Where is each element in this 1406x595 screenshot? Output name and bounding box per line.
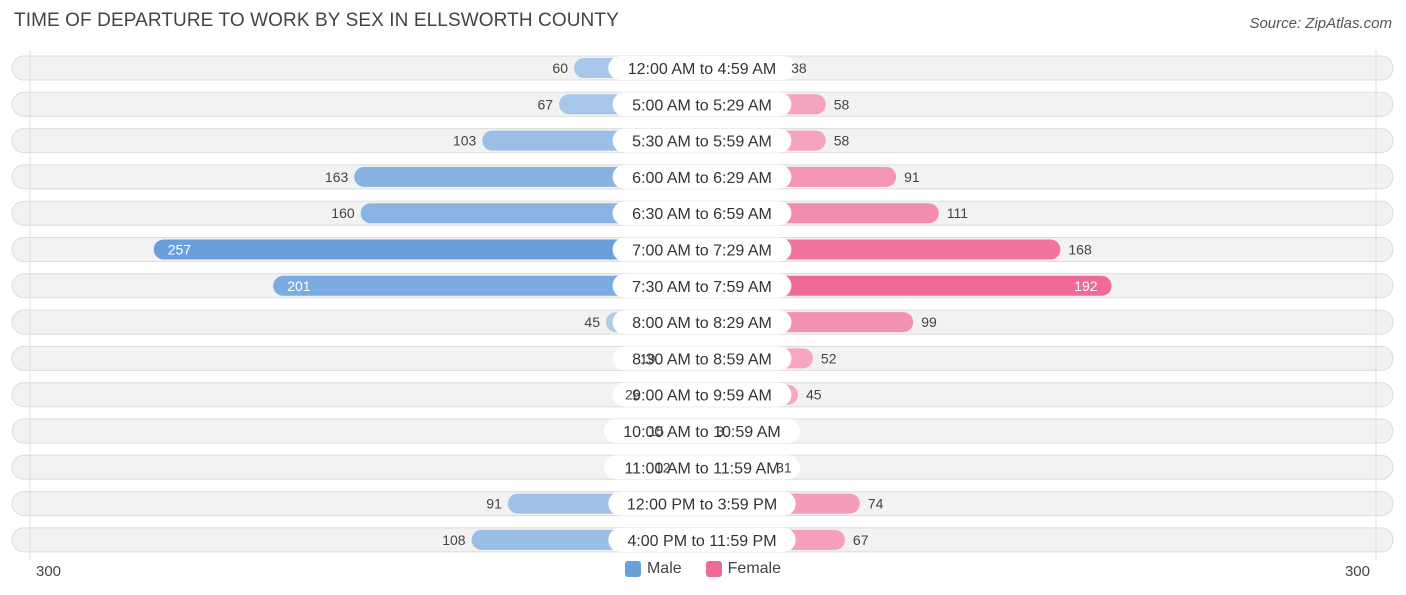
male-value-label: 60 bbox=[552, 60, 568, 76]
category-label-bg bbox=[608, 527, 796, 552]
female-swatch-icon bbox=[705, 561, 722, 577]
legend: Male Female bbox=[0, 560, 1406, 578]
female-value-label: 3 bbox=[716, 423, 724, 439]
category-label-bg bbox=[612, 310, 792, 335]
female-value-label: 168 bbox=[1068, 242, 1092, 258]
legend-item-male: Male bbox=[624, 560, 682, 578]
category-label: 7:00 AM to 7:29 AM bbox=[632, 243, 772, 260]
male-value-label: 19 bbox=[640, 350, 656, 366]
male-value-label: 108 bbox=[442, 532, 466, 548]
axis-right-label: 300 bbox=[1344, 563, 1370, 580]
chart-source: Source: ZipAtlas.com bbox=[1249, 15, 1392, 32]
male-value-label: 15 bbox=[648, 423, 664, 439]
category-label: 5:00 AM to 5:29 AM bbox=[632, 97, 772, 114]
male-value-label: 67 bbox=[537, 96, 553, 112]
category-label-bg bbox=[608, 56, 796, 80]
category-label-bg bbox=[612, 273, 792, 298]
female-value-label: 99 bbox=[921, 314, 937, 330]
category-label-bg bbox=[604, 419, 800, 443]
category-label: 9:00 AM to 9:59 AM bbox=[632, 388, 772, 405]
female-value-label: 67 bbox=[853, 532, 869, 548]
male-value-label: 257 bbox=[168, 242, 192, 258]
category-label: 6:00 AM to 6:29 AM bbox=[632, 170, 772, 187]
bar-chart: 12:00 AM to 4:59 AM 60 38 5:00 AM to 5:29 A… bbox=[11, 50, 1394, 560]
female-value-label: 31 bbox=[776, 459, 792, 475]
category-label: 7:30 AM to 7:59 AM bbox=[632, 279, 772, 296]
category-label-bg bbox=[612, 128, 792, 153]
female-value-label: 38 bbox=[791, 60, 807, 76]
category-label: 12:00 PM to 3:59 PM bbox=[627, 497, 777, 514]
category-label: 11:00 AM to 11:59 AM bbox=[624, 460, 779, 477]
category-label: 12:00 AM to 4:59 AM bbox=[628, 61, 777, 78]
category-label: 6:30 AM to 6:59 AM bbox=[632, 206, 772, 223]
male-value-label: 26 bbox=[625, 387, 641, 403]
category-label-bg bbox=[612, 201, 792, 226]
male-value-label: 45 bbox=[584, 314, 600, 330]
female-value-label: 192 bbox=[1074, 278, 1098, 294]
category-label-bg bbox=[612, 164, 792, 189]
male-value-label: 91 bbox=[486, 496, 502, 512]
male-value-label: 12 bbox=[655, 459, 671, 475]
female-value-label: 58 bbox=[834, 96, 850, 112]
male-swatch-icon bbox=[624, 561, 641, 577]
category-label-bg bbox=[612, 346, 792, 371]
category-label-bg bbox=[612, 382, 792, 407]
chart-title: TIME OF DEPARTURE TO WORK BY SEX IN ELLS… bbox=[14, 10, 619, 31]
female-value-label: 52 bbox=[821, 350, 837, 366]
category-label-bg bbox=[604, 455, 800, 480]
legend-label-female: Female bbox=[727, 560, 782, 577]
female-bar bbox=[702, 275, 1112, 296]
category-label-bg bbox=[612, 92, 792, 117]
category-label: 4:00 PM to 11:59 PM bbox=[627, 533, 776, 550]
male-bar bbox=[273, 275, 702, 296]
male-value-label: 201 bbox=[287, 278, 311, 294]
category-label: 10:00 AM to 10:59 AM bbox=[623, 424, 780, 441]
category-label: 8:30 AM to 8:59 AM bbox=[632, 351, 772, 368]
axis-left-label: 300 bbox=[36, 563, 62, 580]
category-label-bg bbox=[608, 491, 796, 516]
female-value-label: 58 bbox=[834, 133, 850, 149]
female-value-label: 45 bbox=[806, 387, 822, 403]
male-value-label: 163 bbox=[325, 169, 349, 185]
male-bar bbox=[153, 239, 702, 260]
category-label: 8:00 AM to 8:29 AM bbox=[632, 315, 772, 332]
category-label: 5:30 AM to 5:59 AM bbox=[632, 134, 772, 151]
female-bar bbox=[702, 239, 1061, 260]
female-value-label: 74 bbox=[868, 496, 884, 512]
male-value-label: 103 bbox=[453, 133, 477, 149]
legend-label-male: Male bbox=[646, 560, 682, 577]
male-value-label: 160 bbox=[331, 205, 355, 221]
female-value-label: 111 bbox=[947, 205, 968, 221]
category-label-bg bbox=[612, 237, 792, 262]
female-value-label: 91 bbox=[904, 169, 920, 185]
legend-item-female: Female bbox=[705, 560, 782, 578]
